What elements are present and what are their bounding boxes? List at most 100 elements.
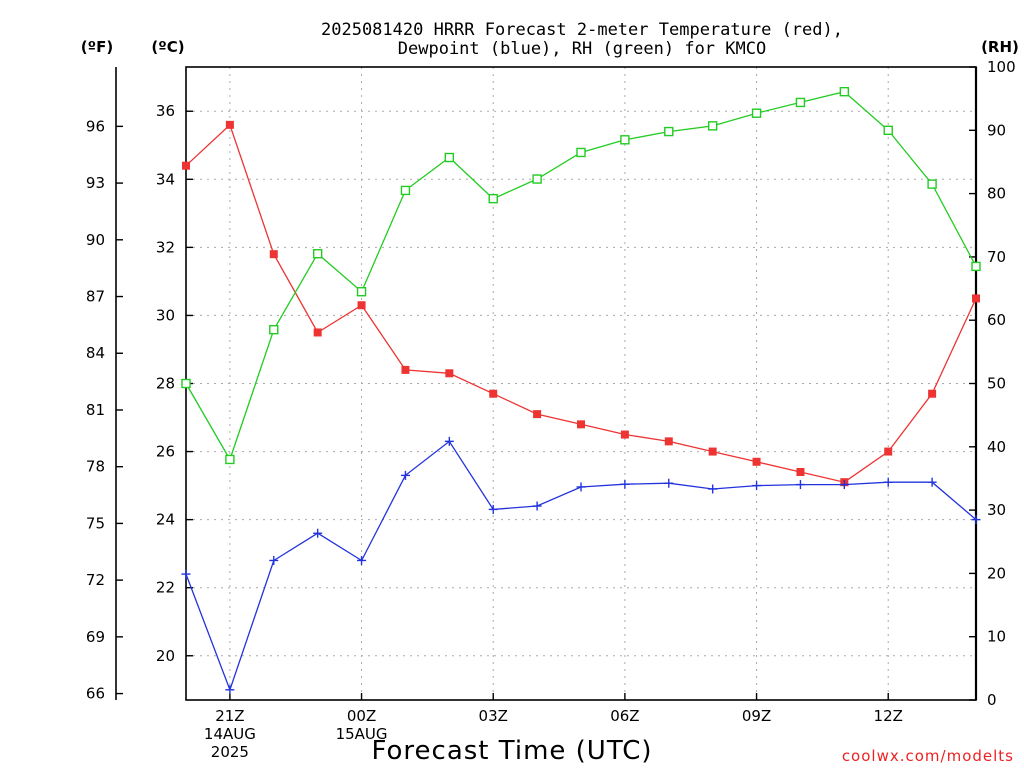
x-tick-label: 21Z: [215, 707, 244, 725]
data-point: [400, 470, 410, 480]
data-point: [181, 378, 191, 389]
data-point: [533, 410, 542, 419]
fahrenheit-tick-label: 78: [86, 458, 105, 476]
data-point: [313, 328, 322, 337]
data-point: [269, 555, 279, 565]
series-layer: [181, 86, 981, 695]
fahrenheit-tick-label: 84: [86, 344, 105, 362]
data-point: [577, 420, 585, 429]
text-layer: 2025081420 HRRR Forecast 2-meter Tempera…: [81, 20, 1019, 766]
fahrenheit-tick-label: 96: [86, 117, 105, 135]
fahrenheit-tick-label: 93: [86, 174, 105, 192]
data-point: [269, 324, 279, 335]
data-point: [796, 467, 805, 476]
celsius-tick-label: 32: [156, 238, 175, 256]
data-point: [225, 120, 234, 129]
rh-tick-label: 40: [987, 438, 1006, 456]
data-point: [883, 125, 893, 136]
plot-frame: [185, 66, 977, 701]
data-point: [576, 482, 586, 492]
data-point: [751, 108, 762, 118]
celsius-unit-label: (ºC): [151, 38, 184, 56]
data-point: [664, 126, 674, 137]
data-point: [708, 447, 717, 456]
celsius-tick-label: 30: [156, 306, 175, 324]
x-tick-label: 00Z: [347, 707, 376, 725]
x-tick-label: 06Z: [610, 707, 639, 725]
celsius-tick-label: 22: [156, 579, 175, 597]
data-point: [664, 478, 674, 488]
data-point: [839, 480, 849, 490]
fahrenheit-tick-label: 75: [86, 514, 105, 532]
data-point: [489, 389, 498, 398]
data-point: [356, 287, 367, 297]
data-point: [357, 555, 367, 565]
data-point: [927, 179, 937, 189]
fahrenheit-tick-label: 90: [86, 231, 105, 249]
data-point: [313, 528, 323, 538]
data-point: [488, 193, 498, 204]
rh-tick-label: 10: [987, 628, 1006, 646]
data-point: [752, 457, 761, 466]
data-point: [532, 501, 542, 511]
x-tick-label: 14AUG: [204, 725, 256, 743]
x-tick-label: 15AUG: [336, 725, 388, 743]
fahrenheit-tick-label: 72: [86, 571, 105, 589]
rh-tick-label: 30: [987, 501, 1006, 519]
data-point: [576, 147, 586, 158]
data-point: [225, 454, 235, 465]
data-point: [883, 477, 893, 487]
series-line: [185, 440, 977, 692]
rh-tick-label: 50: [987, 375, 1006, 393]
x-tick-label: 03Z: [479, 707, 508, 725]
data-point: [312, 249, 323, 259]
celsius-tick-label: 24: [156, 511, 175, 529]
data-point: [445, 369, 454, 378]
series-0: [182, 120, 980, 487]
data-point: [620, 135, 630, 145]
data-point: [181, 569, 191, 579]
data-point: [884, 447, 893, 456]
grid-layer: [186, 67, 976, 700]
celsius-tick-label: 20: [156, 647, 175, 665]
data-point: [927, 477, 937, 487]
fahrenheit-unit-label: (ºF): [81, 38, 113, 56]
data-point: [707, 121, 718, 131]
series-line: [185, 123, 977, 483]
data-point: [972, 294, 980, 303]
rh-tick-label: 60: [987, 311, 1006, 329]
data-point: [839, 86, 850, 97]
data-point: [620, 430, 629, 439]
data-point: [225, 685, 235, 695]
x-tick-label: 2025: [211, 743, 249, 761]
fahrenheit-tick-label: 66: [86, 685, 105, 703]
rh-tick-label: 80: [987, 185, 1006, 203]
data-point: [401, 365, 410, 374]
data-point: [532, 174, 542, 184]
celsius-tick-label: 36: [156, 102, 175, 120]
rh-tick-label: 90: [987, 121, 1006, 139]
data-point: [928, 389, 937, 398]
rh-tick-label: 100: [987, 58, 1016, 76]
data-point: [752, 481, 762, 491]
data-point: [444, 152, 455, 163]
fahrenheit-tick-label: 81: [86, 401, 105, 419]
series-1: [181, 436, 981, 695]
x-tick-label: 09Z: [742, 707, 771, 725]
data-point: [488, 504, 498, 514]
data-point: [971, 515, 981, 525]
series-2: [181, 86, 981, 465]
rh-tick-label: 0: [987, 691, 997, 709]
data-point: [357, 301, 366, 310]
fahrenheit-tick-label: 69: [86, 628, 105, 646]
celsius-tick-label: 28: [156, 375, 175, 393]
x-tick-label: 12Z: [874, 707, 903, 725]
chart-title-line-2: Dewpoint (blue), RH (green) for KMCO: [398, 39, 766, 59]
axis-layer: 20 22 24 26 28 30 32 34 36 66 69 72 75 78 81 84 87 90 93 96…: [86, 58, 1016, 761]
data-point: [664, 437, 673, 446]
celsius-tick-label: 34: [156, 170, 175, 188]
data-point: [269, 250, 278, 259]
data-point: [795, 480, 805, 490]
